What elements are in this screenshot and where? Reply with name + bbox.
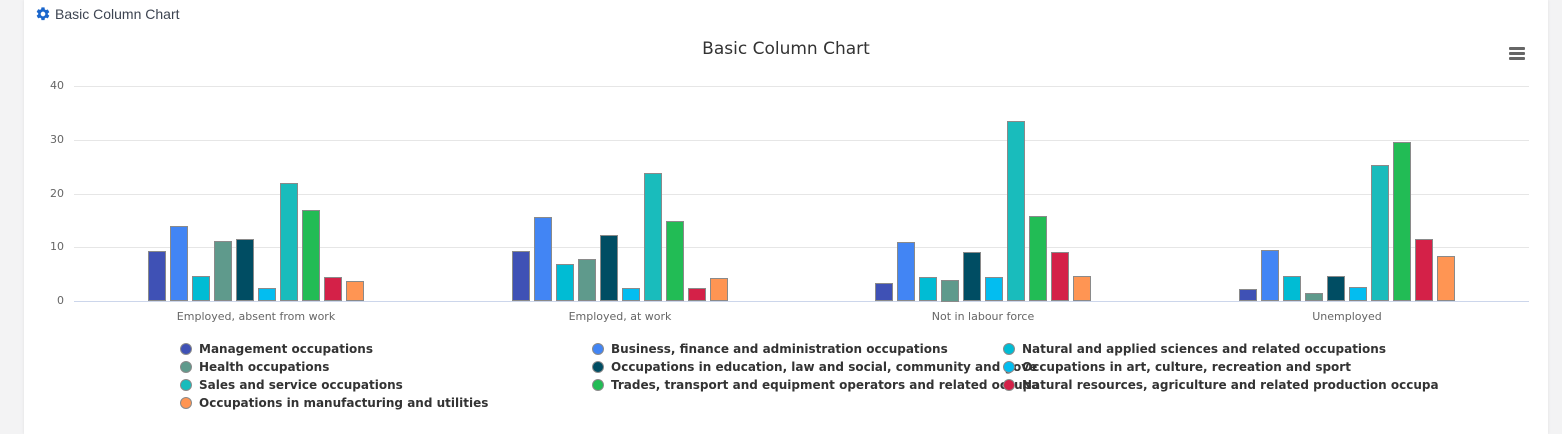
card-title: Basic Column Chart: [55, 6, 180, 22]
bar[interactable]: [644, 173, 662, 301]
bar[interactable]: [600, 235, 618, 301]
legend-item[interactable]: Occupations in art, culture, recreation …: [1003, 360, 1351, 374]
legend-item[interactable]: Business, finance and administration occ…: [592, 342, 948, 356]
legend-label: Occupations in education, law and social…: [611, 360, 1038, 374]
legend-marker-icon: [180, 379, 192, 391]
legend-marker-icon: [592, 343, 604, 355]
gridline: [74, 140, 1529, 141]
gridline: [74, 247, 1529, 248]
card-header: Basic Column Chart: [35, 4, 180, 24]
legend-marker-icon: [180, 397, 192, 409]
bar[interactable]: [1327, 276, 1345, 301]
bar[interactable]: [170, 226, 188, 301]
bar[interactable]: [710, 278, 728, 301]
bar[interactable]: [302, 210, 320, 301]
x-tick-label: Employed, at work: [568, 310, 672, 323]
legend-item[interactable]: Trades, transport and equipment operator…: [592, 378, 1039, 392]
legend-marker-icon: [180, 343, 192, 355]
x-axis-line: [74, 301, 1529, 302]
legend-item[interactable]: Health occupations: [180, 360, 329, 374]
bar[interactable]: [941, 280, 959, 302]
plot-area: 0 10 20 30 40 Employed, absent from work Emplo…: [24, 0, 1548, 434]
legend-label: Business, finance and administration occ…: [611, 342, 948, 356]
bar[interactable]: [236, 239, 254, 301]
legend-item[interactable]: Sales and service occupations: [180, 378, 403, 392]
legend-label: Management occupations: [199, 342, 373, 356]
y-tick-label: 0: [57, 294, 64, 307]
legend-marker-icon: [592, 379, 604, 391]
legend-item[interactable]: Natural resources, agriculture and relat…: [1003, 378, 1439, 392]
bar[interactable]: [148, 251, 166, 301]
bar[interactable]: [556, 264, 574, 301]
gear-icon: [36, 7, 50, 21]
legend-marker-icon: [1003, 379, 1015, 391]
bar[interactable]: [258, 288, 276, 301]
legend-marker-icon: [1003, 361, 1015, 373]
legend-label: Natural and applied sciences and related…: [1022, 342, 1386, 356]
bar[interactable]: [1371, 165, 1389, 301]
gridline: [74, 194, 1529, 195]
chart-card: Basic Column Chart Basic Column Chart 0 1…: [24, 0, 1548, 434]
bar[interactable]: [1305, 293, 1323, 301]
bar[interactable]: [1393, 142, 1411, 301]
bar[interactable]: [622, 288, 640, 301]
legend-label: Occupations in manufacturing and utiliti…: [199, 396, 489, 410]
y-tick-label: 40: [50, 79, 64, 92]
legend-marker-icon: [1003, 343, 1015, 355]
bar[interactable]: [280, 183, 298, 301]
legend-label: Natural resources, agriculture and relat…: [1022, 378, 1439, 392]
bar[interactable]: [1261, 250, 1279, 301]
bar[interactable]: [512, 251, 530, 301]
legend-label: Occupations in art, culture, recreation …: [1022, 360, 1351, 374]
bar[interactable]: [192, 276, 210, 301]
y-tick-label: 10: [50, 240, 64, 253]
legend-label: Trades, transport and equipment operator…: [611, 378, 1040, 392]
legend-label: Sales and service occupations: [199, 378, 403, 392]
bar[interactable]: [1029, 216, 1047, 301]
bar[interactable]: [688, 288, 706, 301]
legend-item[interactable]: Occupations in education, law and social…: [592, 360, 1037, 374]
bar[interactable]: [1239, 289, 1257, 301]
legend-marker-icon: [592, 361, 604, 373]
bar[interactable]: [534, 217, 552, 301]
legend-label: Health occupations: [199, 360, 330, 374]
x-tick-label: Employed, absent from work: [176, 310, 336, 323]
legend-item[interactable]: Management occupations: [180, 342, 373, 356]
bar[interactable]: [1349, 287, 1367, 301]
x-tick-label: Not in labour force: [931, 310, 1035, 323]
bar[interactable]: [919, 277, 937, 301]
legend-item[interactable]: Natural and applied sciences and related…: [1003, 342, 1386, 356]
y-tick-label: 30: [50, 133, 64, 146]
bar[interactable]: [1051, 252, 1069, 301]
bar[interactable]: [346, 281, 364, 301]
hamburger-menu-icon[interactable]: [1508, 46, 1526, 62]
y-tick-label: 20: [50, 187, 64, 200]
bar[interactable]: [1437, 256, 1455, 301]
bar[interactable]: [875, 283, 893, 301]
bar[interactable]: [666, 221, 684, 301]
bar[interactable]: [1415, 239, 1433, 301]
bar[interactable]: [897, 242, 915, 301]
legend-item[interactable]: Occupations in manufacturing and utiliti…: [180, 396, 488, 410]
chart-title: Basic Column Chart: [702, 39, 870, 59]
legend-marker-icon: [180, 361, 192, 373]
bar[interactable]: [214, 241, 232, 301]
x-tick-label: Unemployed: [1312, 310, 1382, 323]
bar[interactable]: [1007, 121, 1025, 301]
bar[interactable]: [985, 277, 1003, 301]
bar[interactable]: [963, 252, 981, 301]
bar[interactable]: [324, 277, 342, 301]
bar[interactable]: [1073, 276, 1091, 301]
gridline: [74, 86, 1529, 87]
bar[interactable]: [578, 259, 596, 301]
bar[interactable]: [1283, 276, 1301, 301]
